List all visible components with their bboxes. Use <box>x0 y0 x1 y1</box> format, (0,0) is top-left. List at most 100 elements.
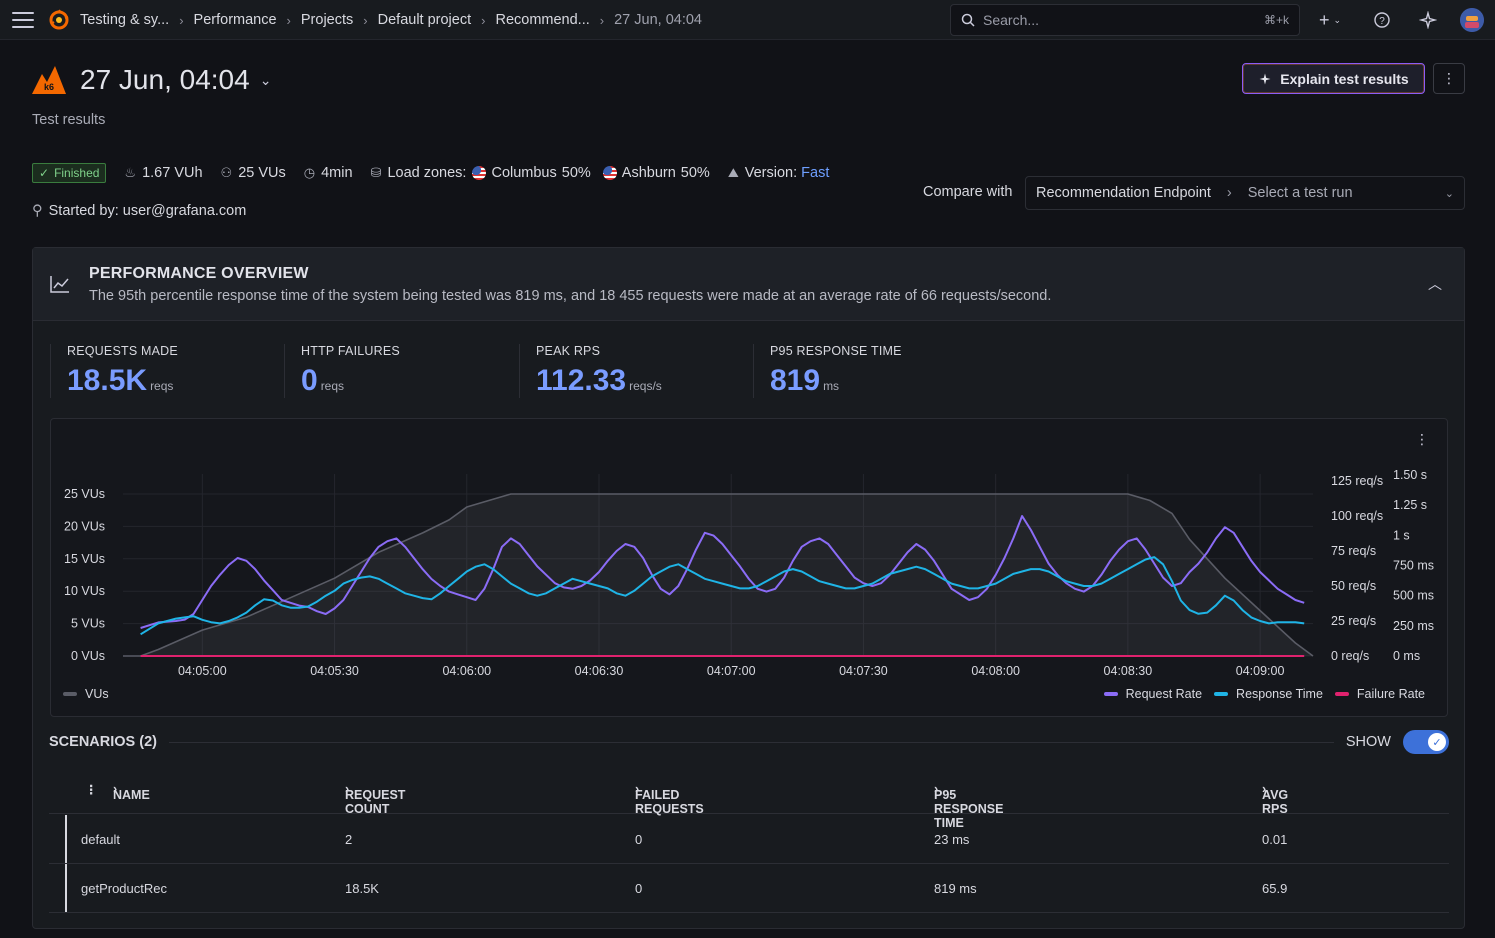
stat-label: PEAK RPS <box>536 344 601 358</box>
x-axis-tick-label: 04:05:30 <box>310 664 359 678</box>
series-line-vus <box>123 493 1314 657</box>
chevron-down-icon[interactable]: ⌄ <box>259 71 272 88</box>
vuh-text: 1.67 VUh <box>142 165 203 181</box>
scenarios-header: SCENARIOS (2) SHOW ✓ <box>49 730 1449 754</box>
cell-avg-rps: 0.01 <box>1262 832 1288 847</box>
legend-item-request-rate[interactable]: Request Rate <box>1103 687 1202 701</box>
zone-2-pct: 50% <box>680 165 710 181</box>
flame-icon: ♨ <box>124 165 137 180</box>
column-failed-requests[interactable]: FAILED REQUESTS › <box>635 782 704 816</box>
search-icon <box>961 13 975 27</box>
x-axis-tick-label: 04:08:00 <box>971 664 1020 678</box>
show-label: SHOW <box>1345 734 1391 750</box>
stat-unit: reqs <box>150 379 174 393</box>
explain-label: Explain test results <box>1280 70 1409 87</box>
y-axis-right-tick-label: 750 ms <box>1393 559 1434 573</box>
stat-value: 18.5K <box>67 364 148 397</box>
clock-icon: ◷ <box>303 165 316 180</box>
chevron-right-icon: › <box>286 12 291 28</box>
avatar[interactable] <box>1460 8 1484 32</box>
stat-label: HTTP FAILURES <box>301 344 400 358</box>
plus-icon: + <box>1318 9 1330 30</box>
help-button[interactable]: ? <box>1370 8 1394 32</box>
legend-item-vus[interactable]: VUs <box>63 687 109 701</box>
compare-test-run-select[interactable]: Recommendation Endpoint › Select a test … <box>1025 176 1465 210</box>
vus-text: 25 VUs <box>238 165 286 181</box>
legend-item-failure-rate[interactable]: Failure Rate <box>1334 687 1425 701</box>
y-axis-right-tick-label: 75 req/s <box>1331 544 1376 558</box>
y-axis-right-tick-label: 0 req/s <box>1331 649 1369 663</box>
table-row[interactable]: getProductRec 18.5K 0 819 ms 65.9 <box>49 864 1449 913</box>
overview-title: PERFORMANCE OVERVIEW <box>89 265 309 282</box>
zone-1-name: Columbus <box>491 165 557 181</box>
menu-icon[interactable] <box>12 12 34 28</box>
x-axis-tick-label: 04:06:00 <box>442 664 491 678</box>
more-options-button[interactable]: ⋮ <box>1433 63 1465 94</box>
version-label: Version: <box>744 165 798 181</box>
status-badge: ✓ Finished <box>32 163 107 183</box>
duration-text: 4min <box>321 165 353 181</box>
breadcrumb: Testing & sy... › Performance › Projects… <box>80 0 702 40</box>
breadcrumb-default-project[interactable]: Default project <box>377 12 472 28</box>
column-label: NAME <box>113 788 150 802</box>
test-meta: ✓ Finished ♨ 1.67 VUh ⚇ 25 VUs ◷ 4min ⛁ Loa… <box>32 163 847 183</box>
zone-2-name: Ashburn <box>621 165 676 181</box>
legend-label: Response Time <box>1236 687 1323 701</box>
breadcrumb-performance[interactable]: Performance <box>193 12 277 28</box>
stat-value: 819 <box>770 364 821 397</box>
grafana-logo-icon[interactable] <box>48 9 70 31</box>
table-row[interactable]: default 2 0 23 ms 0.01 <box>49 815 1449 864</box>
x-axis-tick-label: 04:05:00 <box>178 664 227 678</box>
stat-http-failures: HTTP FAILURES 0 reqs <box>284 344 400 398</box>
cell-p95: 23 ms <box>934 832 970 847</box>
series-line-request-rate <box>140 515 1305 629</box>
chevron-up-icon[interactable]: ︿ <box>1428 276 1442 292</box>
svg-text:?: ? <box>1379 16 1385 27</box>
page-title[interactable]: 27 Jun, 04:04 ⌄ <box>80 64 271 96</box>
chevron-right-icon: › <box>179 12 184 28</box>
user-icon: ⚲ <box>32 203 43 219</box>
column-menu-icon[interactable]: ⋮ <box>85 783 98 797</box>
x-axis-tick-label: 04:09:00 <box>1236 664 1285 678</box>
search-input[interactable]: Search... ⌘+k <box>950 4 1300 36</box>
row-indicator <box>65 864 67 912</box>
chart-canvas[interactable]: 0 VUs 5 VUs 10 VUs 15 VUs 20 VUs 25 VUs 04:05:… <box>51 419 1449 718</box>
assistant-button[interactable] <box>1416 8 1440 32</box>
column-p95-response-time[interactable]: P95 RESPONSE TIME › <box>934 782 1004 830</box>
sparkle-icon <box>1419 11 1437 29</box>
overview-description: The 95th percentile response time of the… <box>89 288 1052 304</box>
kebab-icon: ⋮ <box>1442 70 1456 86</box>
row-indicator <box>65 815 67 863</box>
version-icon: ⛰ <box>727 165 739 180</box>
breadcrumb-projects[interactable]: Projects <box>300 12 354 28</box>
chevron-right-icon: › <box>599 12 605 28</box>
legend-label: VUs <box>85 687 109 701</box>
search-placeholder: Search... <box>983 12 1040 28</box>
k6-logo-icon: k6 <box>32 66 66 94</box>
divider <box>168 741 1334 743</box>
show-scenarios-toggle[interactable]: ✓ <box>1403 730 1449 754</box>
explain-test-results-button[interactable]: Explain test results <box>1242 63 1425 94</box>
add-button[interactable]: + ⌄ <box>1314 8 1346 32</box>
performance-overview-header[interactable]: PERFORMANCE OVERVIEW The 95th percentile… <box>33 248 1464 321</box>
breadcrumb-recommendation[interactable]: Recommend... <box>495 12 590 28</box>
chart-menu-icon[interactable]: ⋮ <box>1415 431 1429 447</box>
legend-left: VUs <box>63 687 109 701</box>
legend-item-response-time[interactable]: Response Time <box>1214 687 1323 701</box>
stat-unit: reqs <box>320 379 345 393</box>
series-area-vus <box>123 494 1313 656</box>
vuh-item: ♨ 1.67 VUh <box>124 165 202 181</box>
version-link[interactable]: Fast <box>801 165 830 181</box>
top-bar: Testing & sy... › Performance › Projects… <box>0 0 1495 40</box>
x-axis-tick-label: 04:07:00 <box>707 664 756 678</box>
column-request-count[interactable]: REQUEST COUNT › <box>345 782 406 816</box>
y-axis-right-tick-label: 1.25 s <box>1393 498 1427 512</box>
scenarios-title: SCENARIOS (2) <box>49 734 157 750</box>
cell-name: default <box>81 832 121 847</box>
started-by: ⚲ Started by: user@grafana.com <box>32 203 246 219</box>
breadcrumb-testing[interactable]: Testing & sy... <box>80 12 170 28</box>
column-avg-rps[interactable]: AVG RPS › <box>1262 782 1289 816</box>
compare-label: Compare with <box>923 184 1013 200</box>
check-icon: ✓ <box>1428 733 1446 751</box>
column-name[interactable]: NAME › <box>113 782 150 802</box>
